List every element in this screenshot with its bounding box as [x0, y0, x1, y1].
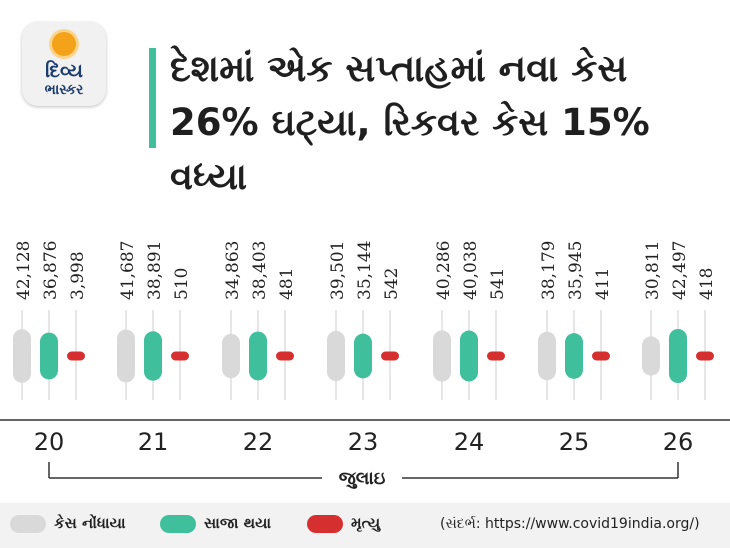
legend-label-recovered: સાજા થયા	[204, 514, 272, 532]
bar-cases-22	[222, 333, 240, 379]
x-tick-label-24: 24	[454, 428, 485, 456]
data-label-recovered-26: 42,497	[670, 241, 690, 300]
x-tick-label-20: 20	[34, 428, 65, 456]
bar-deaths-21	[171, 351, 189, 361]
data-label-deaths-24: 541	[488, 268, 508, 300]
x-axis-label: જુલાઇ	[339, 468, 386, 489]
data-label-recovered-20: 36,876	[41, 241, 61, 300]
bar-recovered-26	[669, 329, 687, 383]
data-label-recovered-22: 38,403	[250, 241, 270, 300]
data-label-deaths-20: 3,998	[68, 251, 88, 300]
bar-deaths-23	[381, 351, 399, 361]
data-label-cases-23: 39,501	[328, 241, 348, 300]
legend-swatch-cases	[10, 515, 46, 533]
legend-swatch-deaths	[307, 515, 343, 533]
data-label-deaths-21: 510	[172, 268, 192, 300]
bar-recovered-22	[249, 331, 267, 381]
x-tick-label-23: 23	[348, 428, 379, 456]
bar-deaths-20	[67, 351, 85, 361]
logo-line-1: દિવ્ય	[45, 60, 83, 82]
legend-swatch-recovered	[160, 515, 196, 533]
bar-cases-23	[327, 330, 345, 382]
data-label-deaths-25: 411	[593, 268, 613, 300]
legend-band	[0, 503, 730, 548]
data-label-deaths-23: 542	[382, 268, 402, 300]
data-label-cases-26: 30,811	[643, 241, 663, 300]
legend-label-cases: કેસ નોંધાયા	[54, 514, 126, 532]
legend-label-deaths: મૃત્યુ	[351, 514, 381, 532]
bar-recovered-25	[565, 333, 583, 379]
bar-cases-20	[13, 329, 31, 383]
source-note: (સંદર્ભ: https://www.covid19india.org/)	[440, 516, 700, 532]
data-label-cases-24: 40,286	[434, 241, 454, 300]
logo-line-2: ભાસ્કર	[44, 82, 84, 98]
bar-deaths-22	[276, 351, 294, 361]
bar-recovered-21	[144, 331, 162, 381]
candle-chart: 42,128 36,876 3,998 20 41,687 38,891 510 21 34,8…	[0, 241, 730, 489]
data-label-recovered-21: 38,891	[145, 241, 165, 300]
bar-cases-25	[538, 331, 556, 381]
headline-accent-bar	[149, 48, 156, 148]
data-label-cases-20: 42,128	[14, 241, 34, 300]
data-label-cases-21: 41,687	[118, 241, 138, 300]
headline: દેશમાં એક સપ્તાહમાં નવા કેસ 26% ઘટ્યા, ર…	[170, 47, 650, 198]
bar-recovered-23	[354, 333, 372, 379]
bar-cases-24	[433, 330, 451, 382]
x-tick-label-26: 26	[663, 428, 694, 456]
bar-recovered-24	[460, 330, 478, 382]
x-tick-label-21: 21	[138, 428, 169, 456]
bar-cases-21	[117, 329, 135, 383]
data-label-recovered-24: 40,038	[461, 241, 481, 300]
data-label-deaths-22: 481	[277, 268, 297, 300]
brand-logo: દિવ્ય ભાસ્કર	[22, 22, 106, 106]
bar-deaths-24	[487, 351, 505, 361]
data-label-cases-25: 38,179	[539, 241, 559, 300]
bar-cases-26	[642, 336, 660, 376]
sun-icon	[52, 32, 76, 56]
x-tick-label-22: 22	[243, 428, 274, 456]
data-label-deaths-26: 418	[697, 268, 717, 300]
x-tick-label-25: 25	[559, 428, 590, 456]
data-label-recovered-25: 35,945	[566, 241, 586, 300]
data-label-recovered-23: 35,144	[355, 241, 375, 300]
bar-recovered-20	[40, 332, 58, 380]
bar-deaths-26	[696, 351, 714, 361]
data-label-cases-22: 34,863	[223, 241, 243, 300]
bar-deaths-25	[592, 351, 610, 361]
